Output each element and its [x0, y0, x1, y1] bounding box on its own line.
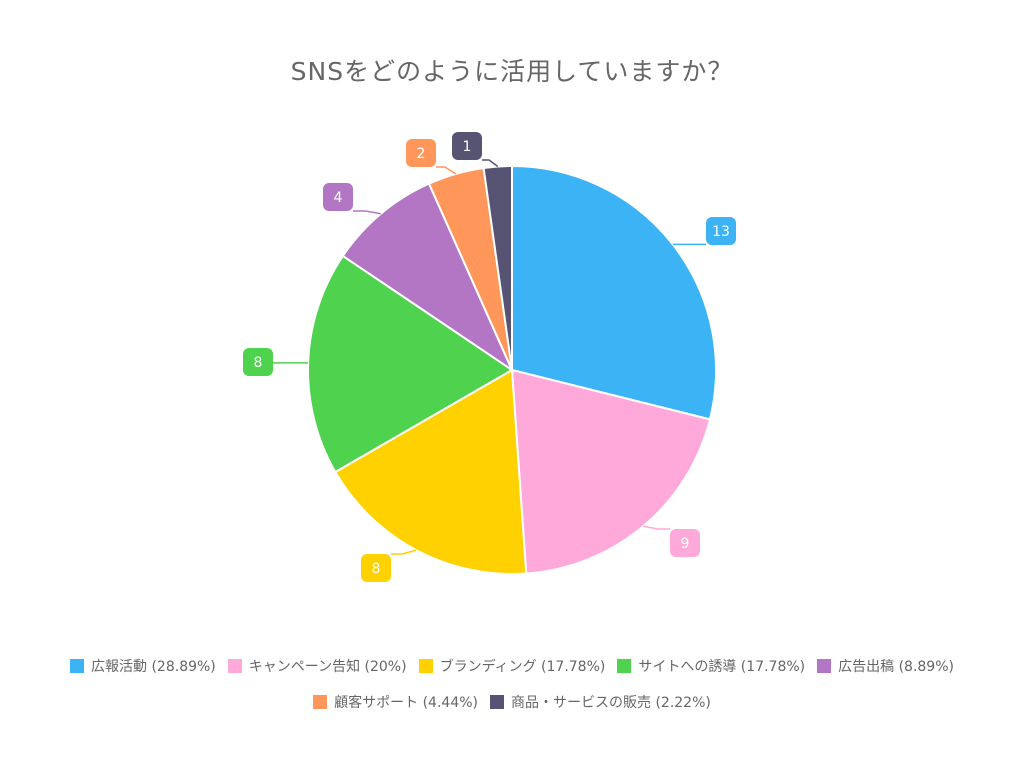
leader-line: [482, 159, 499, 168]
data-label: 4: [334, 190, 343, 206]
data-label-box: [706, 217, 736, 245]
legend-swatch: [227, 659, 242, 673]
legend-label: 商品・サービスの販売 (2.22%): [511, 695, 711, 711]
legend-item[interactable]: 広告出稿 (8.89%): [817, 656, 954, 676]
data-label-box: [323, 183, 353, 211]
legend-label: ブランディング (17.78%): [439, 659, 606, 675]
legend-item[interactable]: 顧客サポート (4.44%): [313, 692, 478, 712]
data-label: 9: [681, 536, 690, 552]
legend-label: 広報活動 (28.89%): [91, 659, 216, 675]
legend-item[interactable]: サイトへの誘導 (17.78%): [617, 656, 805, 676]
data-label-box: [406, 139, 436, 167]
pie-slice: [510, 368, 712, 575]
legend: 広報活動 (28.89%) キャンペーン告知 (20%) ブランディング (17.7…: [40, 656, 984, 712]
legend-item[interactable]: 広報活動 (28.89%): [70, 656, 216, 676]
legend-item[interactable]: キャンペーン告知 (20%): [227, 656, 407, 676]
data-label-box: [452, 132, 482, 160]
legend-label: サイトへの誘導 (17.78%): [638, 659, 806, 675]
data-label: 13: [712, 224, 730, 240]
pie-slice: [482, 164, 513, 371]
legend-swatch: [490, 695, 504, 709]
data-label-box: [243, 348, 273, 376]
data-label-box: [670, 529, 700, 557]
chart-title: SNSをどのように活用していますか？: [290, 57, 734, 86]
data-label-box: [361, 554, 391, 582]
data-label: 1: [463, 139, 472, 155]
pie-slice: [333, 368, 528, 575]
data-label: 8: [254, 355, 263, 371]
legend-label: 広告出稿 (8.89%): [838, 659, 954, 675]
legend-label: キャンペーン告知 (20%): [248, 659, 407, 675]
pie-slice: [511, 164, 717, 421]
legend-swatch: [817, 659, 832, 673]
legend-swatch: [418, 659, 433, 673]
legend-swatch: [313, 695, 328, 709]
leader-line: [436, 166, 457, 175]
legend-swatch: [617, 659, 632, 673]
leader-line: [642, 525, 670, 530]
pie-slice: [307, 254, 514, 474]
data-label: 2: [417, 146, 426, 162]
data-label: 8: [372, 561, 381, 577]
legend-item[interactable]: 商品・サービスの販売 (2.22%): [490, 692, 711, 712]
leader-line: [353, 210, 382, 215]
legend-item[interactable]: ブランディング (17.78%): [418, 656, 606, 676]
legend-swatch: [70, 659, 85, 673]
leader-line: [391, 549, 417, 555]
legend-label: 顧客サポート (4.44%): [334, 695, 478, 711]
